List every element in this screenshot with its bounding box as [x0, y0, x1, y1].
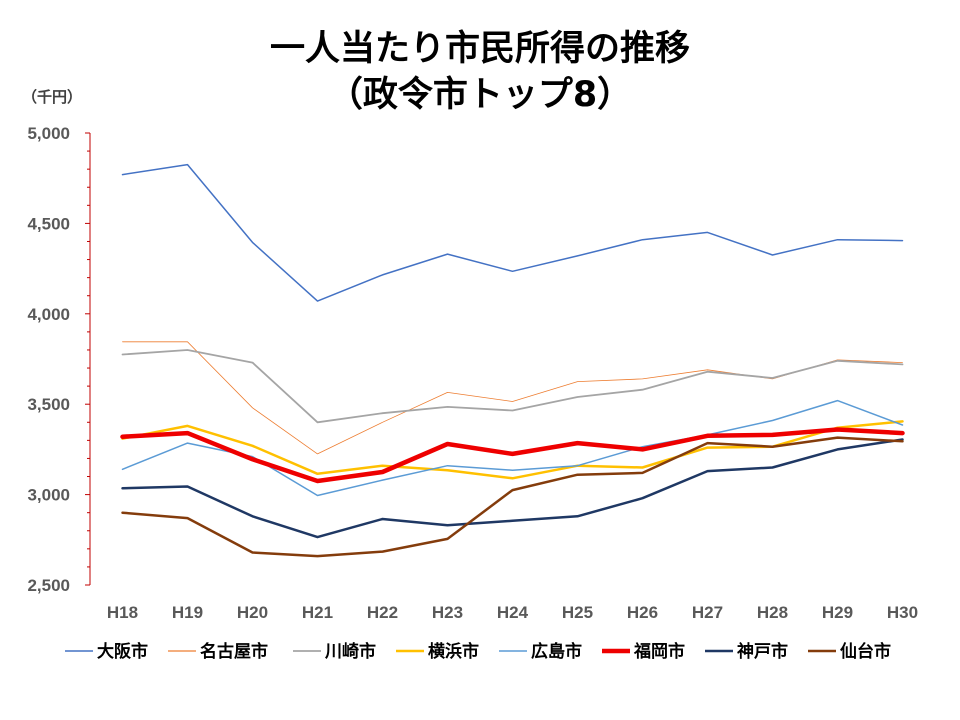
y-axis-unit-label: （千円） [22, 88, 83, 106]
legend-label: 広島市 [531, 641, 582, 662]
series-line-大阪市 [121, 163, 904, 302]
series-line-川崎市 [121, 349, 904, 424]
legend-label: 川崎市 [324, 641, 376, 662]
x-tick-label: H28 [757, 603, 788, 622]
legend-label: 仙台市 [840, 641, 891, 662]
series-line-広島市 [121, 399, 904, 497]
x-tick-label: H29 [822, 603, 853, 622]
chart-title-line1: 一人当たり市民所得の推移 [269, 29, 690, 69]
chart-title: 一人当たり市民所得の推移 （政令市トップ8） [0, 26, 960, 118]
y-tick-label: 3,500 [27, 395, 70, 414]
x-tick-label: H26 [627, 603, 658, 622]
x-tick-label: H20 [237, 603, 268, 622]
legend-label: 大阪市 [97, 641, 148, 662]
y-tick-label: 4,000 [27, 305, 70, 324]
x-tick-label: H23 [432, 603, 463, 622]
y-tick-label: 4,500 [27, 214, 70, 233]
x-tick-label: H24 [497, 603, 529, 622]
y-tick-label: 2,500 [27, 576, 70, 595]
series-line-神戸市 [121, 438, 904, 539]
legend-label: 福岡市 [633, 641, 685, 662]
legend-label: 横浜市 [428, 641, 479, 662]
chart-title-line2: （政令市トップ8） [327, 75, 633, 115]
legend-label: 名古屋市 [200, 641, 268, 662]
x-tick-label: H30 [887, 603, 918, 622]
series-line-福岡市 [120, 427, 905, 484]
y-tick-label: 3,000 [27, 486, 70, 505]
x-tick-label: H18 [107, 603, 138, 622]
x-tick-label: H21 [302, 603, 333, 622]
legend-label: 神戸市 [737, 641, 788, 662]
series-line-仙台市 [121, 436, 904, 558]
x-tick-label: H27 [692, 603, 723, 622]
x-tick-label: H19 [172, 603, 203, 622]
series-line-名古屋市 [122, 341, 903, 455]
x-tick-label: H25 [562, 603, 593, 622]
y-tick-label: 5,000 [27, 124, 70, 143]
x-tick-label: H22 [367, 603, 398, 622]
